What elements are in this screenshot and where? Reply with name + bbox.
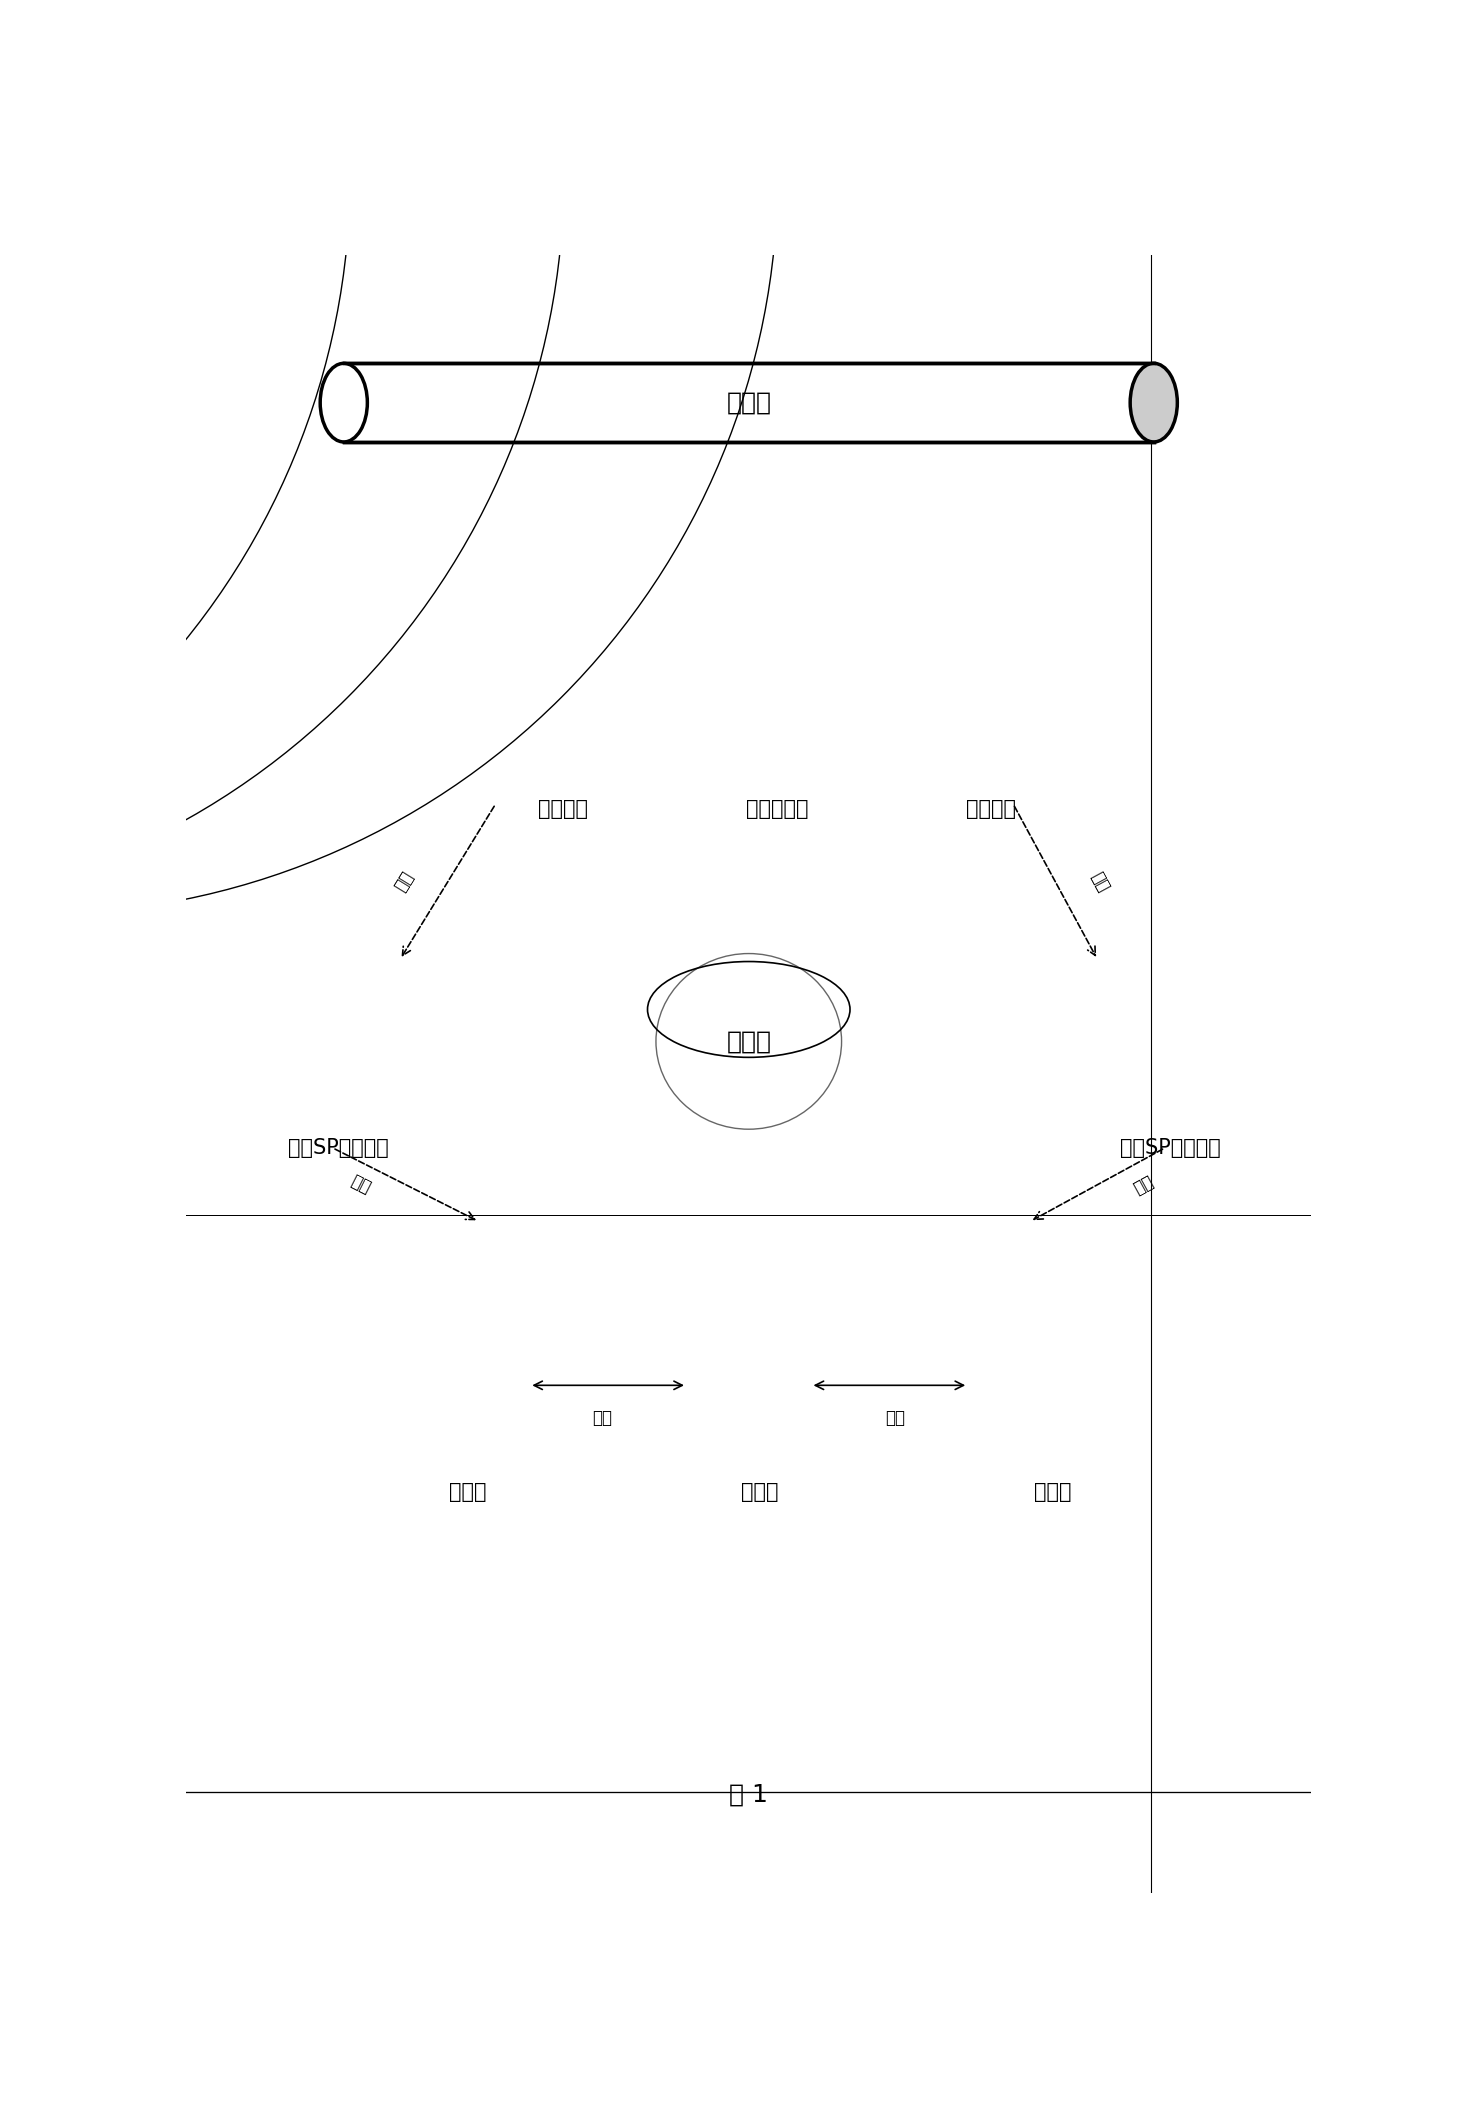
Text: 作为SP的客户端: 作为SP的客户端	[288, 1138, 389, 1157]
Text: 数据: 数据	[390, 868, 416, 895]
Text: 节点服务器: 节点服务器	[745, 800, 808, 819]
Ellipse shape	[631, 1032, 866, 1085]
Text: 作为SP的客户端: 作为SP的客户端	[1121, 1138, 1221, 1157]
Text: 图 1: 图 1	[729, 1782, 768, 1806]
Text: 因特网: 因特网	[726, 1029, 771, 1053]
Ellipse shape	[1131, 364, 1178, 442]
Ellipse shape	[320, 364, 367, 442]
Text: 数据: 数据	[1129, 1172, 1156, 1198]
Polygon shape	[0, 0, 768, 1812]
Text: 客户端: 客户端	[741, 1483, 779, 1502]
Ellipse shape	[656, 953, 842, 1129]
Polygon shape	[1113, 0, 1461, 2127]
Text: 源服务器: 源服务器	[538, 800, 589, 819]
Text: 客户端: 客户端	[449, 1483, 487, 1502]
Text: 数据: 数据	[1087, 868, 1113, 895]
Ellipse shape	[637, 936, 862, 1149]
Text: 局域网: 局域网	[726, 391, 771, 415]
Text: 数据: 数据	[885, 1408, 904, 1427]
Text: 客户端: 客户端	[1034, 1483, 1071, 1502]
Bar	[343, 364, 1154, 442]
Text: 数据: 数据	[348, 1172, 374, 1198]
Text: 源服务器: 源服务器	[966, 800, 1015, 819]
Text: 数据: 数据	[593, 1408, 612, 1427]
